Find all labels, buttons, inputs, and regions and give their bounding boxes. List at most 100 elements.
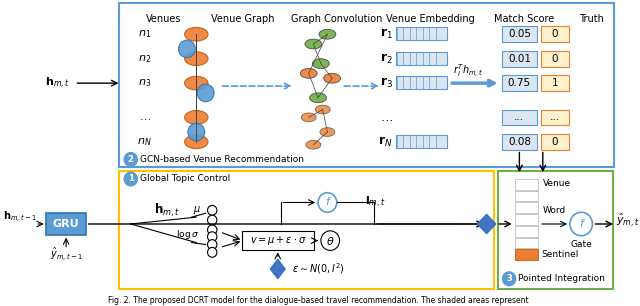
Text: Sentinel: Sentinel <box>541 250 579 259</box>
Circle shape <box>207 232 217 242</box>
Text: f: f <box>326 197 330 207</box>
Bar <box>515 238 538 248</box>
Text: Venue: Venue <box>543 179 571 188</box>
Ellipse shape <box>305 39 322 49</box>
Ellipse shape <box>310 93 326 103</box>
Circle shape <box>179 40 195 58</box>
Text: $\mathbf{h}_{m,t-1}$: $\mathbf{h}_{m,t-1}$ <box>3 210 37 225</box>
Text: 1: 1 <box>128 174 134 184</box>
Circle shape <box>197 84 214 102</box>
Bar <box>515 191 538 201</box>
Bar <box>396 52 447 65</box>
Bar <box>502 26 537 42</box>
Text: Venue Embedding: Venue Embedding <box>386 14 475 24</box>
Ellipse shape <box>184 28 208 41</box>
Circle shape <box>207 215 217 225</box>
Text: $\mu$: $\mu$ <box>193 204 201 216</box>
Text: ...: ... <box>550 112 560 122</box>
Circle shape <box>207 225 217 235</box>
Bar <box>47 213 86 235</box>
Text: ...: ... <box>515 112 524 122</box>
Bar <box>515 226 538 237</box>
Bar <box>541 75 569 91</box>
Bar <box>502 75 537 91</box>
Text: Fig. 2. The proposed DCRT model for the dialogue-based travel recommendation. Th: Fig. 2. The proposed DCRT model for the … <box>108 297 529 305</box>
Bar <box>502 51 537 66</box>
Ellipse shape <box>319 29 336 39</box>
Text: 0: 0 <box>552 29 558 39</box>
Text: $n_N$: $n_N$ <box>138 136 152 148</box>
Bar <box>541 110 569 125</box>
Ellipse shape <box>316 105 330 114</box>
Circle shape <box>570 212 593 236</box>
Bar <box>515 203 538 213</box>
Ellipse shape <box>184 135 208 149</box>
FancyBboxPatch shape <box>242 231 314 250</box>
Text: 0.75: 0.75 <box>508 78 531 88</box>
Text: f: f <box>579 219 583 229</box>
Bar <box>541 26 569 42</box>
Text: GCN-based Venue Recommendation: GCN-based Venue Recommendation <box>140 155 304 164</box>
Circle shape <box>207 240 217 249</box>
Text: $\theta$: $\theta$ <box>326 235 335 247</box>
Polygon shape <box>477 214 496 234</box>
Bar <box>502 110 537 125</box>
Circle shape <box>502 272 516 285</box>
FancyBboxPatch shape <box>120 3 614 167</box>
FancyBboxPatch shape <box>120 171 494 289</box>
Circle shape <box>188 123 205 141</box>
Text: Truth: Truth <box>579 14 604 24</box>
Text: $n_1$: $n_1$ <box>138 28 152 40</box>
Text: 2: 2 <box>128 155 134 164</box>
Text: Graph Convolution: Graph Convolution <box>291 14 383 24</box>
Bar <box>396 76 447 89</box>
Text: 0.01: 0.01 <box>508 54 531 64</box>
Text: Global Topic Control: Global Topic Control <box>140 174 230 184</box>
Bar <box>515 179 538 190</box>
Text: $\ldots$: $\ldots$ <box>380 111 393 124</box>
Text: $\ldots$: $\ldots$ <box>139 112 151 122</box>
Text: 0: 0 <box>552 54 558 64</box>
Text: $\log\sigma$: $\log\sigma$ <box>176 228 199 241</box>
Bar <box>502 134 537 150</box>
Text: Word: Word <box>543 206 566 215</box>
Bar <box>515 214 538 225</box>
Ellipse shape <box>184 52 208 65</box>
Text: 0: 0 <box>552 137 558 147</box>
Text: 0.08: 0.08 <box>508 137 531 147</box>
Text: $\mathbf{r}_N$: $\mathbf{r}_N$ <box>378 135 393 149</box>
Ellipse shape <box>324 73 340 83</box>
Text: Gate: Gate <box>570 240 592 249</box>
Circle shape <box>207 205 217 215</box>
Bar <box>541 51 569 66</box>
Ellipse shape <box>320 128 335 136</box>
Ellipse shape <box>184 110 208 124</box>
Text: $\hat{y}_{m,t-1}$: $\hat{y}_{m,t-1}$ <box>50 246 83 263</box>
Text: Match Score: Match Score <box>494 14 554 24</box>
Text: $\epsilon \sim N(0, I^2)$: $\epsilon \sim N(0, I^2)$ <box>292 262 344 276</box>
Circle shape <box>124 172 138 186</box>
Text: 1: 1 <box>552 78 558 88</box>
Ellipse shape <box>184 76 208 90</box>
Circle shape <box>124 153 138 166</box>
FancyBboxPatch shape <box>498 171 613 289</box>
Circle shape <box>321 231 340 250</box>
Text: Pointed Integration: Pointed Integration <box>518 274 604 283</box>
Bar <box>396 28 447 40</box>
Text: $v = \mu + \epsilon \cdot \sigma$: $v = \mu + \epsilon \cdot \sigma$ <box>250 234 306 247</box>
Text: $\mathbf{l}_{m,t}$: $\mathbf{l}_{m,t}$ <box>365 195 386 210</box>
Polygon shape <box>270 259 285 279</box>
Text: Venue Graph: Venue Graph <box>211 14 275 24</box>
Ellipse shape <box>306 140 321 149</box>
Circle shape <box>207 248 217 257</box>
Ellipse shape <box>300 69 317 78</box>
Text: $\hat{y}_{m,t}$: $\hat{y}_{m,t}$ <box>616 211 639 229</box>
Text: $\mathbf{r}_3$: $\mathbf{r}_3$ <box>380 76 393 90</box>
Text: 0.05: 0.05 <box>508 29 531 39</box>
Ellipse shape <box>301 113 316 122</box>
Text: $n_2$: $n_2$ <box>138 53 152 65</box>
Bar <box>541 134 569 150</box>
Text: GRU: GRU <box>53 219 79 229</box>
Circle shape <box>318 193 337 212</box>
Text: $\mathbf{h}_{m,t}$: $\mathbf{h}_{m,t}$ <box>45 76 70 91</box>
